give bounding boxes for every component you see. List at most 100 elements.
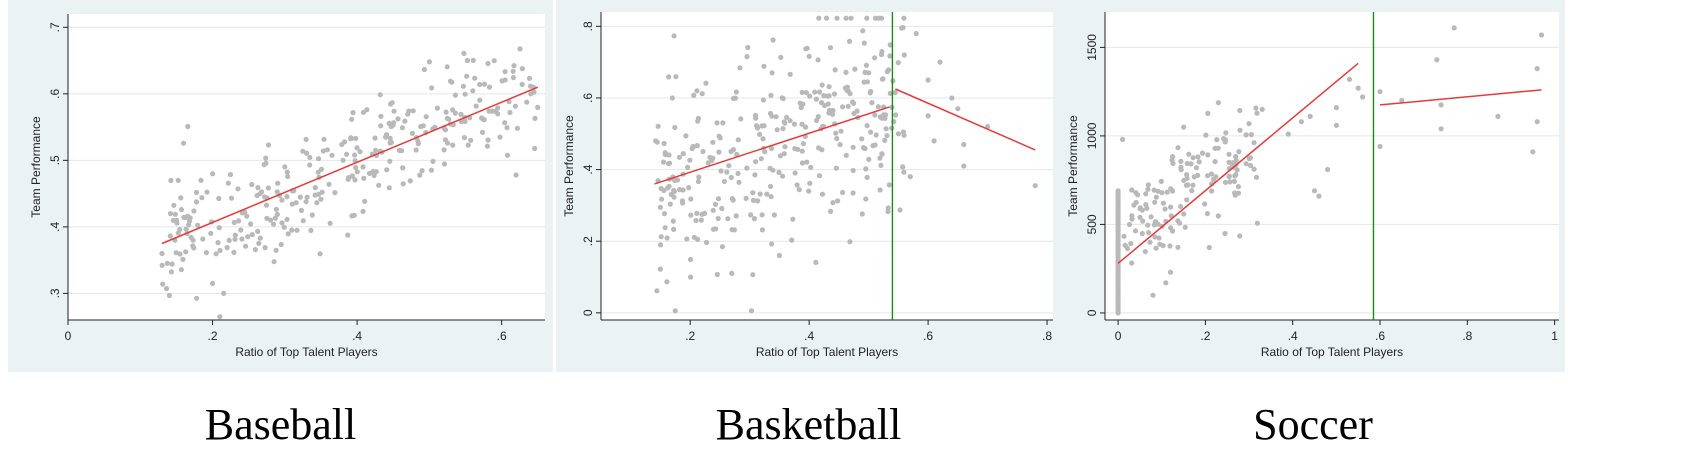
data-point <box>316 156 322 162</box>
data-point <box>1145 186 1151 192</box>
data-point <box>168 269 174 275</box>
data-point <box>236 218 242 224</box>
data-point <box>391 108 397 114</box>
data-point <box>345 232 351 238</box>
data-point <box>1248 132 1254 138</box>
y-tick-label: .6 <box>581 93 595 103</box>
data-point <box>480 116 486 122</box>
data-point <box>426 59 432 65</box>
data-point <box>1495 113 1501 119</box>
data-point <box>862 69 868 75</box>
data-point <box>1156 235 1162 241</box>
data-point <box>878 162 884 168</box>
data-point <box>751 216 757 222</box>
data-point <box>733 89 739 95</box>
data-point <box>194 295 200 301</box>
data-point <box>348 135 355 141</box>
data-point <box>441 161 448 167</box>
data-point <box>178 195 184 201</box>
data-point <box>317 251 323 257</box>
data-point <box>1204 211 1210 217</box>
data-point <box>1178 203 1184 210</box>
data-point <box>892 90 898 96</box>
data-point <box>360 164 366 170</box>
data-point <box>1139 231 1145 237</box>
data-point <box>815 57 821 63</box>
data-point <box>352 177 358 183</box>
data-point <box>227 172 234 178</box>
y-tick-label: .4 <box>48 222 62 232</box>
data-point <box>761 63 767 69</box>
data-point <box>452 92 458 98</box>
data-point <box>1243 132 1249 138</box>
y-tick-label: .8 <box>581 21 595 31</box>
data-point <box>252 247 258 253</box>
data-point <box>215 240 221 246</box>
data-point <box>465 142 471 148</box>
y-tick-label: .3 <box>48 288 62 298</box>
data-point <box>686 185 692 191</box>
data-point <box>863 166 869 172</box>
data-point <box>1193 165 1199 171</box>
data-point <box>674 177 681 183</box>
data-point <box>171 202 177 208</box>
data-point <box>360 208 366 214</box>
data-point <box>814 117 820 124</box>
data-point <box>767 183 774 189</box>
data-point <box>297 194 303 200</box>
data-point <box>750 272 756 278</box>
data-point <box>1346 76 1353 82</box>
data-point <box>420 123 426 129</box>
data-point <box>752 172 758 178</box>
data-point <box>668 191 674 197</box>
data-point <box>877 155 883 161</box>
data-point <box>232 236 238 242</box>
data-point <box>672 124 678 131</box>
data-point <box>843 152 849 158</box>
data-point <box>705 160 711 166</box>
data-point <box>399 125 405 131</box>
data-point <box>353 135 359 142</box>
data-point <box>1153 245 1159 251</box>
data-point <box>198 177 204 183</box>
data-point <box>735 170 741 177</box>
data-point <box>676 154 682 160</box>
data-point <box>289 227 295 233</box>
data-point <box>390 122 396 128</box>
data-point <box>800 101 806 107</box>
data-point <box>703 239 710 246</box>
data-point <box>1153 194 1159 200</box>
data-point <box>687 256 694 263</box>
data-point <box>828 208 834 214</box>
data-point <box>526 75 533 81</box>
data-point <box>1163 280 1169 286</box>
data-point <box>484 143 490 149</box>
data-point <box>761 123 767 129</box>
data-point <box>757 191 763 197</box>
data-point <box>434 105 440 111</box>
data-point <box>1377 89 1383 95</box>
data-point <box>169 261 175 267</box>
data-point <box>1231 178 1237 184</box>
data-point <box>949 95 955 101</box>
scatter-chart-basketball: 0 .2 .4 .6 .8 .2 .4 .6 .8 Ratio of Top Talent Pla… <box>556 0 1061 372</box>
data-point <box>753 115 759 121</box>
data-point <box>423 114 429 120</box>
data-point <box>1142 249 1148 255</box>
data-point <box>216 225 222 231</box>
data-point <box>753 123 760 129</box>
data-point <box>846 38 853 45</box>
x-tick-label: .6 <box>1375 329 1385 343</box>
data-point <box>346 175 352 181</box>
data-point <box>691 92 697 98</box>
data-point <box>913 30 919 37</box>
data-point <box>886 182 892 188</box>
data-point <box>744 54 750 60</box>
data-point <box>658 234 664 240</box>
data-point <box>658 185 664 192</box>
data-point <box>688 212 694 218</box>
data-point <box>654 139 660 145</box>
data-point <box>925 77 931 83</box>
data-point <box>670 218 676 224</box>
data-point <box>502 120 508 126</box>
